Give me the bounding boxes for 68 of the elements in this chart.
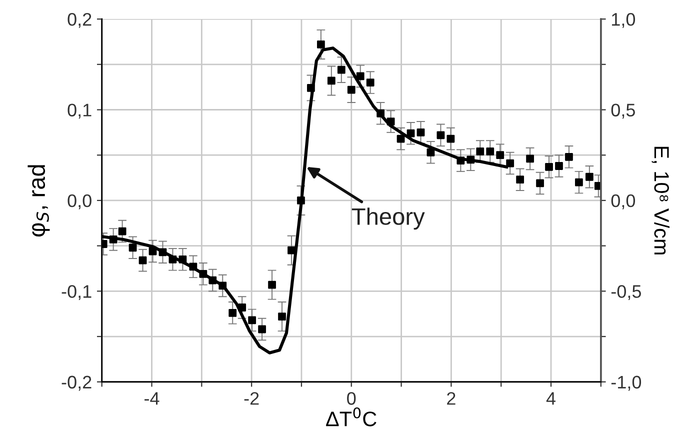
- point: [565, 152, 573, 161]
- point: [307, 84, 315, 92]
- point: [268, 280, 276, 289]
- point: [406, 129, 415, 138]
- point: [297, 196, 305, 204]
- point: [337, 66, 346, 74]
- point: [545, 162, 553, 171]
- point: [526, 154, 534, 163]
- point: [426, 148, 435, 156]
- x-tick-label: 4: [546, 392, 556, 405]
- point: [347, 86, 356, 94]
- point: [486, 148, 494, 156]
- point: [109, 236, 118, 244]
- point: [476, 148, 484, 156]
- point: [148, 247, 157, 256]
- point: [278, 312, 286, 321]
- point: [118, 227, 126, 236]
- point: [436, 131, 445, 140]
- y2-tick-label: 0,0: [611, 194, 636, 210]
- y2-tick-label: 1,0: [612, 12, 636, 28]
- point: [466, 156, 475, 164]
- point: [386, 118, 395, 126]
- x-tick-label: 0: [347, 392, 356, 405]
- y-tick-label: -0,2: [62, 376, 92, 391]
- point: [376, 109, 385, 118]
- point: [168, 255, 177, 264]
- point: [456, 156, 465, 164]
- point: [536, 179, 544, 188]
- point: [446, 134, 455, 143]
- point: [228, 308, 237, 317]
- point: [516, 176, 524, 184]
- x-tick-label: -2: [244, 392, 259, 405]
- point: [506, 159, 514, 168]
- point: [178, 255, 187, 264]
- point: [288, 246, 296, 254]
- point: [208, 276, 217, 284]
- x-axis-title: ΔT$^{0}$C: [326, 407, 376, 426]
- point: [218, 282, 227, 290]
- point: [189, 262, 198, 271]
- x-tick-label: 2: [447, 392, 456, 405]
- y2-axis-title: E, 10⁸ V/cm: [652, 146, 670, 254]
- point: [356, 72, 364, 80]
- point: [555, 162, 563, 170]
- y2-tick-label: -1,0: [611, 376, 642, 391]
- y-tick-label: 0,1: [68, 104, 92, 119]
- y-axis-title: φ$_{S}$, rad: [28, 165, 50, 237]
- y2-tick-label: -0,5: [611, 285, 641, 300]
- x-tick-label: -4: [144, 392, 160, 405]
- point: [128, 244, 137, 252]
- point: [496, 151, 504, 160]
- point: [327, 76, 336, 85]
- point: [316, 40, 325, 48]
- point: [585, 172, 594, 181]
- point: [138, 256, 147, 264]
- point: [416, 128, 425, 136]
- y-tick-label: 0,0: [68, 194, 92, 210]
- point: [158, 248, 167, 256]
- y2-tick-label: 0,5: [611, 104, 635, 119]
- point: [248, 316, 256, 324]
- point: [396, 134, 405, 143]
- y-tick-label: 0,2: [68, 12, 92, 28]
- y-tick-label: -0,1: [62, 285, 92, 300]
- point: [258, 325, 266, 334]
- point: [366, 78, 374, 86]
- point: [199, 270, 208, 278]
- point: [238, 304, 246, 312]
- point: [575, 178, 583, 186]
- annotation: Theory: [352, 208, 425, 230]
